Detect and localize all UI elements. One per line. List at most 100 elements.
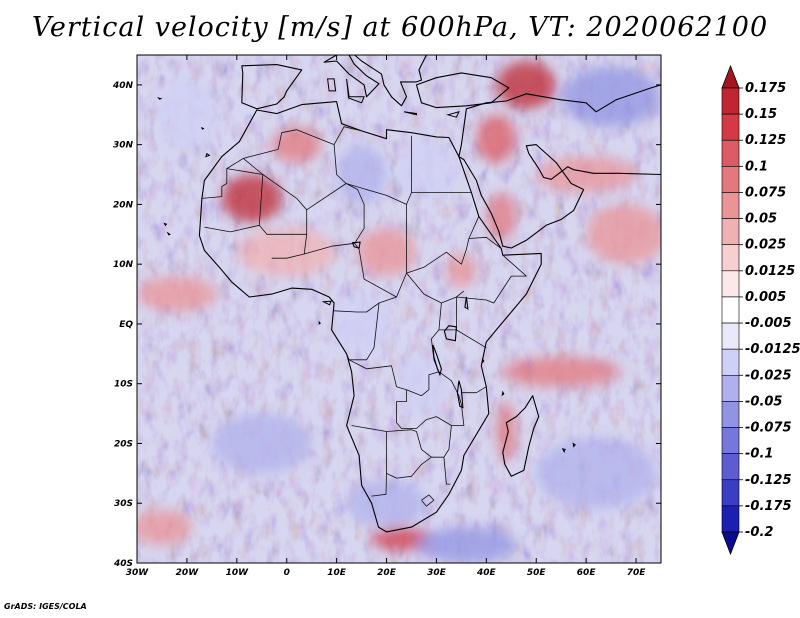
lake-outline <box>432 344 442 377</box>
colorbar-label: -0.1 <box>745 447 773 462</box>
colorbar-segment <box>721 348 740 376</box>
country-border <box>243 129 347 211</box>
balkans-coastline <box>354 55 427 107</box>
colorbar-segment <box>721 113 740 141</box>
country-border <box>456 254 527 304</box>
italy-coastline <box>323 55 380 98</box>
island-coastline <box>327 78 337 92</box>
y-tick-label: 10S <box>114 380 133 390</box>
x-tick-label: 30E <box>427 568 447 578</box>
grads-credit: GrADS: IGES/COLA <box>4 602 87 611</box>
y-tick-label: EQ <box>119 320 133 330</box>
colorbar-label: -0.005 <box>745 316 792 331</box>
madagascar-coastline <box>502 395 540 477</box>
x-tick-label: 60E <box>577 568 597 578</box>
lake-outline <box>351 241 361 249</box>
colorbar-label: 0.0125 <box>745 264 795 279</box>
country-border <box>271 234 308 259</box>
y-tick-label: 30N <box>113 141 134 151</box>
island-coastline <box>163 222 168 227</box>
y-tick-label: 40S <box>113 559 133 569</box>
colorbar-segment <box>721 374 740 402</box>
colorbar-segment <box>721 192 740 219</box>
y-tick-label: 20N <box>113 200 134 210</box>
lakes <box>351 241 469 409</box>
colorbar-segment <box>721 296 740 324</box>
colorbar-segment <box>721 270 740 298</box>
colorbar-segment <box>721 322 740 350</box>
x-axis: 30W 20W 10W 0 10E 20E 30E 40E 50E 60E 70E <box>126 55 646 578</box>
colorbar-label: 0.1 <box>745 159 768 174</box>
colorbar-segment <box>721 479 740 507</box>
island-coastline <box>561 448 566 454</box>
colorbar-label: -0.0125 <box>745 342 800 357</box>
field-texture-red <box>137 55 661 563</box>
x-tick-label: 50E <box>527 568 547 578</box>
colorbar-segment <box>721 401 740 428</box>
country-border <box>201 158 244 199</box>
country-border <box>468 236 502 249</box>
country-border <box>386 456 432 479</box>
map-title: Vertical velocity [m/s] at 600hPa, VT: 2… <box>31 12 769 43</box>
colorbar-label: 0.15 <box>745 107 777 122</box>
country-border <box>333 126 362 145</box>
country-border <box>421 494 435 507</box>
colorbar-segment <box>721 87 740 115</box>
colorbar-label: -0.05 <box>745 394 782 409</box>
colorbar-label: 0.005 <box>745 290 786 305</box>
country-border <box>304 242 355 255</box>
island-coastline <box>446 111 460 118</box>
x-tick-label: 10W <box>226 568 250 578</box>
island-coastline <box>572 442 576 448</box>
colorbar-segment <box>721 427 740 454</box>
island-coastline <box>403 111 417 116</box>
colorbar: 0.175 0.15 0.125 0.1 0.075 0.05 0.025 0.0125 0.0… <box>721 64 800 556</box>
country-borders <box>201 126 527 507</box>
y-tick-label: 20S <box>114 439 133 449</box>
colorbar-segment <box>721 244 740 272</box>
island-coastline <box>205 152 211 158</box>
colorbar-label: -0.025 <box>745 368 792 383</box>
plot-frame <box>136 54 662 564</box>
y-tick-label: 10N <box>113 260 134 270</box>
colorbar-label: 0.025 <box>745 238 786 253</box>
island-coastline <box>318 320 321 325</box>
colorbar-label: -0.075 <box>745 421 792 436</box>
country-border <box>351 389 452 458</box>
country-border <box>346 302 380 361</box>
country-border <box>438 302 487 349</box>
colorbar-label: 0.075 <box>745 185 786 200</box>
colorbar-segment <box>721 505 740 533</box>
colorbar-bottom-triangle <box>721 531 740 556</box>
x-tick-label: 30W <box>126 568 150 578</box>
x-tick-label: 20W <box>176 568 200 578</box>
colorbar-segment <box>721 139 740 167</box>
island-coastline <box>321 300 332 306</box>
colorbar-label: -0.175 <box>745 499 792 514</box>
arabia-coastline <box>458 84 661 249</box>
country-border <box>258 209 308 235</box>
colorbar-segment <box>721 166 740 193</box>
x-tick-label: 20E <box>377 568 397 578</box>
lake-outline <box>443 325 457 342</box>
lake-outline <box>464 296 469 311</box>
x-tick-label: 40E <box>476 568 497 578</box>
island-coastline <box>501 390 505 397</box>
iberia-coastline <box>241 64 303 110</box>
country-border <box>345 183 365 250</box>
island-coastline <box>157 97 163 100</box>
x-tick-label: 70E <box>627 568 647 578</box>
country-border <box>443 457 451 485</box>
island-coastline <box>200 126 205 130</box>
island-coastline <box>346 78 365 104</box>
colorbar-segment <box>721 453 740 481</box>
plot-area <box>137 55 661 563</box>
country-border <box>438 371 465 426</box>
y-tick-label: 40N <box>112 81 134 91</box>
colorbar-label: 0.175 <box>745 81 786 96</box>
x-tick-label: 10E <box>327 568 347 578</box>
colorbar-top-triangle <box>721 64 740 89</box>
colorbar-label: -0.125 <box>745 473 792 488</box>
anatolia-coastline <box>415 72 510 109</box>
